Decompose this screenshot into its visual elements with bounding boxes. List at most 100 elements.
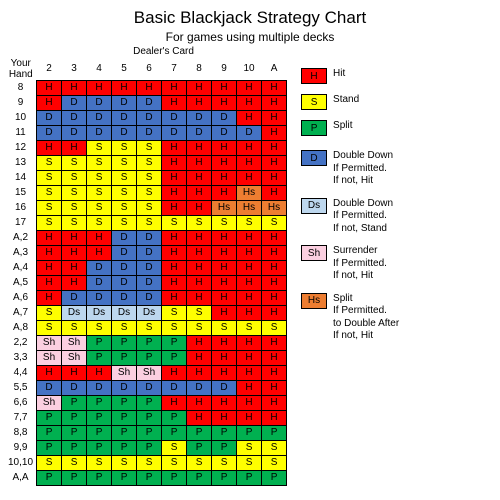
- legend-swatch: S: [301, 94, 327, 110]
- row-label: 12: [8, 140, 37, 155]
- cell: H: [162, 245, 187, 260]
- col-header: 7: [162, 58, 187, 80]
- row-label: 4,4: [8, 365, 37, 380]
- cell: S: [162, 440, 187, 455]
- cell: D: [62, 290, 87, 305]
- cell: S: [162, 215, 187, 230]
- cell: H: [212, 365, 237, 380]
- row-label: 2,2: [8, 335, 37, 350]
- col-header: 6: [137, 58, 162, 80]
- cell: H: [212, 260, 237, 275]
- cell: H: [212, 395, 237, 410]
- cell: P: [187, 440, 212, 455]
- cell: D: [162, 110, 187, 125]
- cell: P: [87, 410, 112, 425]
- cell: Ds: [87, 305, 112, 320]
- cell: D: [237, 125, 262, 140]
- cell: H: [237, 305, 262, 320]
- chart-title: Basic Blackjack Strategy Chart: [8, 8, 492, 28]
- cell: H: [187, 350, 212, 365]
- cell: Ds: [62, 305, 87, 320]
- cell: D: [112, 275, 137, 290]
- legend-swatch: H: [301, 68, 327, 84]
- cell: D: [112, 95, 137, 110]
- cell: S: [187, 320, 212, 335]
- cell: S: [37, 320, 62, 335]
- cell: D: [62, 110, 87, 125]
- cell: H: [237, 260, 262, 275]
- cell: P: [212, 470, 237, 485]
- cell: P: [262, 470, 287, 485]
- cell: H: [162, 395, 187, 410]
- cell: S: [62, 200, 87, 215]
- cell: H: [212, 155, 237, 170]
- col-header: A: [262, 58, 287, 80]
- cell: D: [137, 95, 162, 110]
- cell: P: [37, 410, 62, 425]
- cell: H: [212, 95, 237, 110]
- cell: S: [112, 185, 137, 200]
- cell: S: [262, 440, 287, 455]
- row-label: 6,6: [8, 395, 37, 410]
- cell: S: [87, 170, 112, 185]
- cell: D: [187, 125, 212, 140]
- cell: H: [262, 230, 287, 245]
- cell: Sh: [37, 350, 62, 365]
- cell: H: [237, 155, 262, 170]
- cell: P: [237, 425, 262, 440]
- cell: D: [112, 245, 137, 260]
- legend-swatch: Ds: [301, 198, 327, 214]
- cell: P: [212, 425, 237, 440]
- cell: H: [237, 80, 262, 95]
- cell: D: [112, 290, 137, 305]
- cell: S: [262, 320, 287, 335]
- cell: S: [137, 140, 162, 155]
- cell: H: [237, 230, 262, 245]
- cell: H: [262, 170, 287, 185]
- cell: H: [237, 275, 262, 290]
- col-header: 4: [87, 58, 112, 80]
- cell: S: [112, 140, 137, 155]
- row-label: 5,5: [8, 380, 37, 395]
- legend-text: Split: [333, 120, 352, 133]
- cell: S: [137, 200, 162, 215]
- cell: D: [62, 380, 87, 395]
- cell: H: [212, 80, 237, 95]
- cell: P: [162, 350, 187, 365]
- cell: P: [62, 395, 87, 410]
- cell: H: [137, 80, 162, 95]
- cell: H: [162, 185, 187, 200]
- cell: D: [112, 110, 137, 125]
- col-header: 10: [237, 58, 262, 80]
- cell: H: [37, 290, 62, 305]
- cell: H: [237, 365, 262, 380]
- cell: D: [87, 275, 112, 290]
- row-label: A,8: [8, 320, 37, 335]
- legend-text: Hit: [333, 68, 345, 81]
- cell: H: [212, 290, 237, 305]
- cell: P: [37, 425, 62, 440]
- cell: D: [137, 245, 162, 260]
- cell: H: [37, 275, 62, 290]
- cell: D: [212, 110, 237, 125]
- cell: S: [137, 170, 162, 185]
- row-label: 9,9: [8, 440, 37, 455]
- cell: P: [112, 440, 137, 455]
- cell: S: [162, 320, 187, 335]
- cell: D: [37, 380, 62, 395]
- cell: S: [137, 215, 162, 230]
- cell: H: [237, 290, 262, 305]
- cell: P: [112, 395, 137, 410]
- cell: H: [212, 410, 237, 425]
- row-label: A,4: [8, 260, 37, 275]
- cell: D: [187, 380, 212, 395]
- cell: P: [62, 440, 87, 455]
- cell: H: [62, 140, 87, 155]
- cell: H: [212, 185, 237, 200]
- cell: H: [87, 245, 112, 260]
- cell: H: [262, 80, 287, 95]
- col-header: 8: [187, 58, 212, 80]
- cell: D: [87, 110, 112, 125]
- cell: H: [237, 350, 262, 365]
- legend-swatch: Sh: [301, 245, 327, 261]
